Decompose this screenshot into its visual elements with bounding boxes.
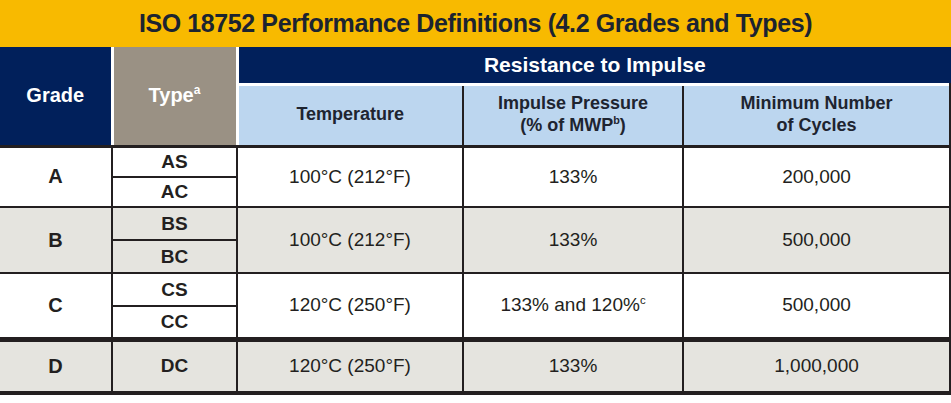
- iso-18752-performance-table: ISO 18752 Performance Definitions (4.2 G…: [0, 0, 951, 403]
- cycles-header-line1: Minimum Number: [741, 93, 893, 113]
- grade-c-temperature-cell: 120°C (250°F): [237, 273, 463, 339]
- grade-c-impulse-value: 133% and 120%: [500, 294, 639, 315]
- grade-d-impulse-cell: 133%: [463, 339, 683, 393]
- type-bc-cell: BC: [112, 240, 237, 273]
- grade-b-cycles-cell: 500,000: [683, 207, 951, 273]
- header-row-top: Grade Typea Resistance to Impulse: [0, 47, 951, 84]
- type-dc-cell: DC: [112, 339, 237, 393]
- impulse-header-line1: Impulse Pressure: [498, 93, 648, 113]
- temperature-header-label: Temperature: [296, 104, 404, 124]
- impulse-header-line2: (% of MWP: [520, 115, 613, 135]
- grade-a-impulse-value: 133%: [549, 166, 598, 187]
- grade-d-cycles-cell: 1,000,000: [683, 339, 951, 393]
- cycles-header-line2: of Cycles: [776, 115, 856, 135]
- grade-c-impulse-sup: c: [640, 294, 646, 306]
- impulse-pressure-column-header: Impulse Pressure (% of MWPb): [463, 84, 683, 146]
- grade-a-cycles-cell: 200,000: [683, 146, 951, 207]
- grade-a-impulse-cell: 133%: [463, 146, 683, 207]
- grade-a-cell: A: [0, 146, 112, 207]
- resistance-to-impulse-header: Resistance to Impulse: [237, 47, 951, 84]
- type-column-header: Typea: [112, 47, 237, 146]
- grade-c-cycles-cell: 500,000: [683, 273, 951, 339]
- grade-header-label: Grade: [26, 84, 84, 106]
- grade-b-cell: B: [0, 207, 112, 273]
- grade-column-header: Grade: [0, 47, 112, 146]
- min-cycles-column-header: Minimum Number of Cycles: [683, 84, 951, 146]
- grade-b-impulse-value: 133%: [549, 229, 598, 250]
- grade-d-cell: D: [0, 339, 112, 393]
- title-bar: ISO 18752 Performance Definitions (4.2 G…: [0, 0, 951, 47]
- table-row-grade-a: A AS 100°C (212°F) 133% 200,000: [0, 146, 951, 177]
- performance-definitions-table: Grade Typea Resistance to Impulse Temper…: [0, 47, 951, 395]
- grade-b-temperature-cell: 100°C (212°F): [237, 207, 463, 273]
- type-footnote-sup: a: [194, 84, 201, 98]
- table-row-grade-c: C CS 120°C (250°F) 133% and 120%c 500,00…: [0, 273, 951, 306]
- type-ac-cell: AC: [112, 177, 237, 207]
- page-title: ISO 18752 Performance Definitions (4.2 G…: [139, 9, 812, 38]
- temperature-column-header: Temperature: [237, 84, 463, 146]
- grade-b-impulse-cell: 133%: [463, 207, 683, 273]
- type-cs-cell: CS: [112, 273, 237, 306]
- type-cc-cell: CC: [112, 306, 237, 339]
- type-as-cell: AS: [112, 146, 237, 177]
- grade-d-temperature-cell: 120°C (250°F): [237, 339, 463, 393]
- type-bs-cell: BS: [112, 207, 237, 240]
- grade-c-cell: C: [0, 273, 112, 339]
- grade-d-impulse-value: 133%: [549, 355, 598, 376]
- grade-c-impulse-cell: 133% and 120%c: [463, 273, 683, 339]
- table-row-grade-b: B BS 100°C (212°F) 133% 500,000: [0, 207, 951, 240]
- mwp-footnote-sup: b: [613, 114, 620, 126]
- impulse-header-line2-close: ): [620, 115, 626, 135]
- grade-a-temperature-cell: 100°C (212°F): [237, 146, 463, 207]
- table-row-grade-d: D DC 120°C (250°F) 133% 1,000,000: [0, 339, 951, 393]
- resistance-header-label: Resistance to Impulse: [484, 53, 706, 76]
- type-header-label: Type: [149, 84, 194, 106]
